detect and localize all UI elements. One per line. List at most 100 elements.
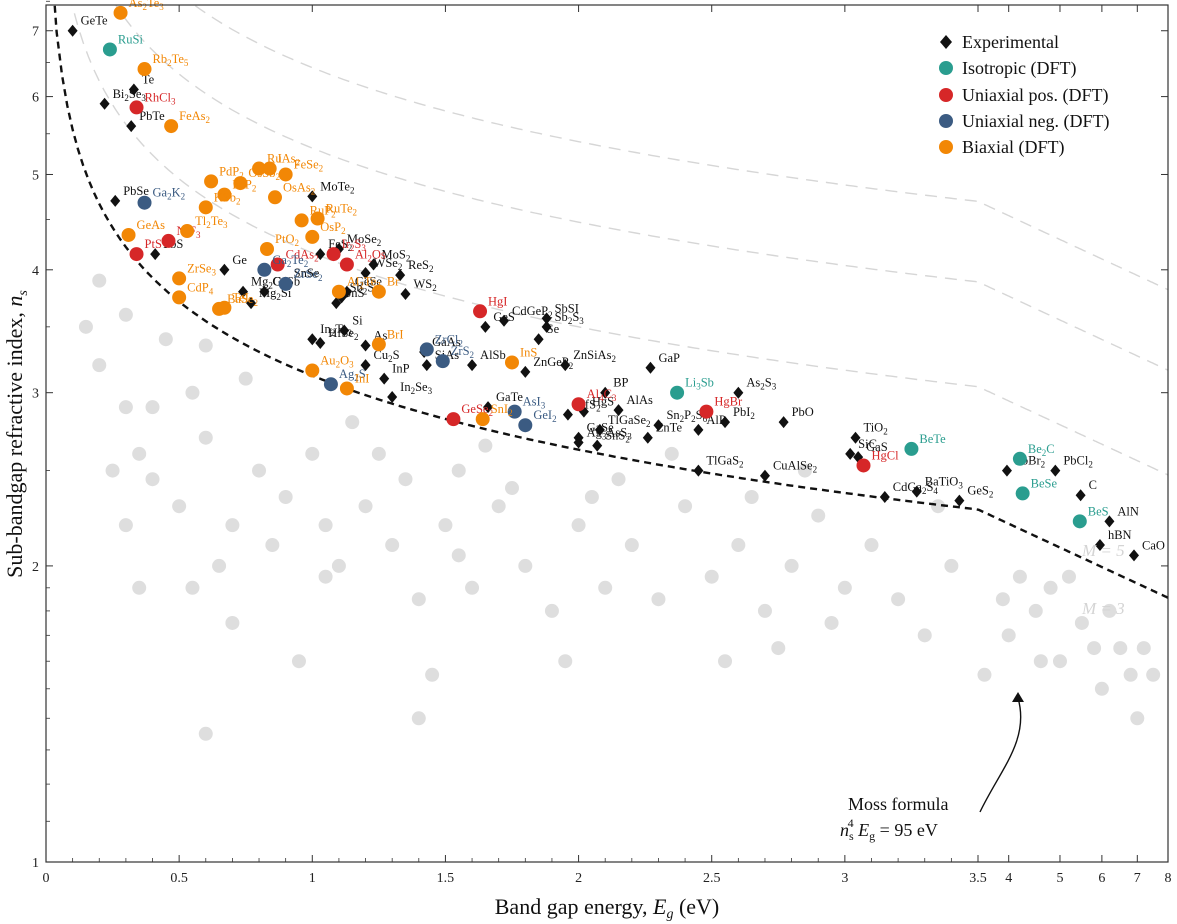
background-point-71 [105,463,120,478]
label-experimental-in2se3: In2Se3 [400,380,432,396]
label-biaxial-dft-rb2te5: Rb2Te5 [153,52,189,68]
background-point-79 [995,592,1010,607]
label-biaxial-dft-br: Br [387,275,400,289]
label-experimental-sn2p2s6: Sn2P2S6 [666,408,707,424]
background-point-50 [1146,667,1161,682]
background-point-58 [238,371,253,386]
point-experimental-tlgas2 [693,464,704,477]
y-tick-label-6: 6 [32,91,39,106]
background-point-26 [518,558,533,573]
label-experimental-pbse: PbSe [123,184,149,198]
point-experimental-ge [219,263,230,276]
background-point-24 [465,580,480,595]
point-experimental-as2s3 [733,386,744,399]
point-biaxial-dft-tl2te3 [180,224,195,239]
point-uniaxial-neg-dft-ga2te2 [257,262,272,277]
background-point-10 [212,558,227,573]
label-experimental-zngep2: ZnGeP2 [533,355,573,371]
x-tick-label-8: 8 [1165,871,1172,886]
label-experimental-sic: SiC [858,437,877,451]
label-uniaxial-pos-dft-ir2s3: Ir2S3 [342,237,367,253]
guide-label-m3: M = 3 [1081,599,1125,618]
label-isotropic-dft-bete: BeTe [919,432,946,446]
point-experimental-gate [483,401,494,414]
background-point-81 [771,641,786,656]
point-biaxial-dft-au2o3 [305,363,320,378]
label-experimental-aln: AlN [1117,504,1139,518]
point-isotropic-dft-li3sb [670,385,685,400]
legend-label-isotropic: Isotropic (DFT) [962,58,1076,79]
background-point-31 [651,592,666,607]
label-biaxial-dft-cdp4: CdP4 [187,280,214,296]
background-point-16 [318,518,333,533]
label-isotropic-dft-bes: BeS [1088,504,1109,518]
background-point-25 [491,499,506,514]
legend-marker-uniaxial-neg [939,114,953,128]
background-point-59 [345,415,360,430]
point-experimental-pbs [150,248,161,261]
legend-label-uniaxial-pos: Uniaxial pos. (DFT) [962,85,1108,106]
label-experimental-te: Te [142,73,155,87]
point-experimental-se [533,333,544,346]
background-point-12 [252,463,267,478]
point-biaxial-dft-tei [217,300,232,315]
x-tick-label-1: 1 [309,871,316,886]
background-point-57 [185,385,200,400]
point-uniaxial-pos-dft-pts [129,247,144,262]
label-biaxial-dft-base2: BaSe2 [227,292,258,308]
background-point-6 [145,400,160,415]
point-biaxial-dft-cdp4 [172,290,187,305]
point-biaxial-dft-osp2 [305,229,320,244]
label-experimental-hbn: hBN [1108,528,1132,542]
background-point-36 [784,558,799,573]
label-uniaxial-neg-dft-ga2te2: Ga2Te2 [272,253,308,269]
label-biaxial-dft-tl2te3: Tl2Te3 [195,214,228,230]
point-experimental-hbn [1094,539,1105,552]
label-experimental-cualse2: CuAlSe2 [773,459,817,475]
moss-label-line2: ns4 Eg = 95 eV [840,816,938,843]
background-point-13 [265,538,280,553]
point-experimental-inp [379,372,390,385]
label-biaxial-dft-pdp2: PdP2 [219,164,244,180]
label-uniaxial-pos-dft-al2os: Al2Os [355,247,386,263]
background-point-89 [198,726,213,741]
point-experimental-sns2 [592,439,603,452]
label-experimental-sb2s3: Sb2S3 [555,310,585,326]
background-point-42 [944,558,959,573]
background-point-23 [451,463,466,478]
x-tick-label-5: 5 [1056,871,1063,886]
background-point-83 [318,569,333,584]
background-point-47 [1094,681,1109,696]
point-experimental-gap [645,361,656,374]
point-experimental-hfse2 [315,337,326,350]
background-point-72 [1012,569,1027,584]
label-biaxial-dft-osp2: OsP2 [320,220,345,236]
point-uniaxial-pos-dft-al2os [339,257,354,272]
point-experimental-pbbr2 [1001,464,1012,477]
label-biaxial-dft-ossb2: OsSb2 [248,166,280,182]
background-point-15 [305,446,320,461]
moss-annotation-arrowhead [1012,692,1024,702]
point-biaxial-dft-i [262,161,277,176]
label-isotropic-dft-be2c: Be2C [1028,442,1055,458]
label-uniaxial-pos-dft-hgi: HgI [488,294,507,308]
label-biaxial-dft-ksb2: KSb2 [214,190,241,206]
point-experimental-mg2si [246,297,257,310]
background-point-51 [291,654,306,669]
label-biaxial-dft-sni2: SnI2 [491,402,513,418]
background-point-44 [1028,603,1043,618]
point-uniaxial-neg-dft-zrs2 [435,354,450,369]
label-uniaxial-neg-dft-gei2: GeI2 [533,408,556,424]
label-biaxial-dft-bri: BrI [387,327,404,341]
point-experimental-batio3 [911,485,922,498]
background-point-2 [158,332,173,347]
x-tick-label-2: 2 [575,871,582,886]
background-point-28 [571,518,586,533]
point-experimental-tlgase2 [594,423,605,436]
background-point-49 [1130,711,1145,726]
background-point-40 [891,592,906,607]
label-experimental-pbcl2: PbCl2 [1063,454,1093,470]
y-tick-label-2: 2 [32,560,39,575]
point-isotropic-dft-bes [1072,514,1087,529]
point-experimental-gete [67,24,78,37]
